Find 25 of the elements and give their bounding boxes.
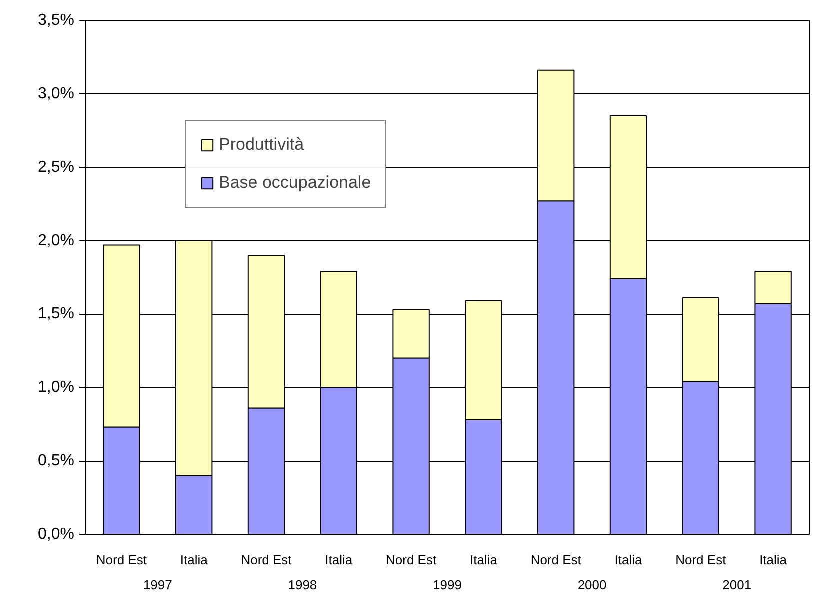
x-tick-label: Nord Est xyxy=(676,552,727,568)
y-tick-label: 0,5% xyxy=(38,452,74,470)
y-tick-label: 1,5% xyxy=(38,306,74,323)
text: 2001 xyxy=(722,578,752,592)
text: 1999 xyxy=(433,578,462,592)
y-tick-label: 2,0% xyxy=(38,232,74,250)
x-tick-label: Nord Est xyxy=(530,552,582,568)
text: 2000 xyxy=(578,578,607,592)
y-tick-label: 1,0% xyxy=(38,379,74,396)
x-tick-label: Italia xyxy=(760,552,788,568)
x-tick-label: Italia xyxy=(470,552,498,568)
legend-label: Produttività xyxy=(219,135,304,155)
y-tick-label: 2,5% xyxy=(38,158,74,176)
y-tick-label: 0,0% xyxy=(38,526,74,543)
text: 1998 xyxy=(288,578,318,592)
y-tick-label: 3,5% xyxy=(38,12,74,29)
x-tick-label: Nord Est xyxy=(241,552,292,568)
x-tick-label: Nord Est xyxy=(386,552,437,568)
x-tick-label: Italia xyxy=(325,552,354,568)
y-tick-label: 3,0% xyxy=(38,85,74,102)
x-tick-label: Italia xyxy=(614,552,643,568)
legend-label: Base occupazionale xyxy=(219,173,372,193)
text: 1997 xyxy=(143,578,172,592)
x-tick-label: Italia xyxy=(180,552,209,568)
x-tick-label: Nord Est xyxy=(96,552,148,568)
